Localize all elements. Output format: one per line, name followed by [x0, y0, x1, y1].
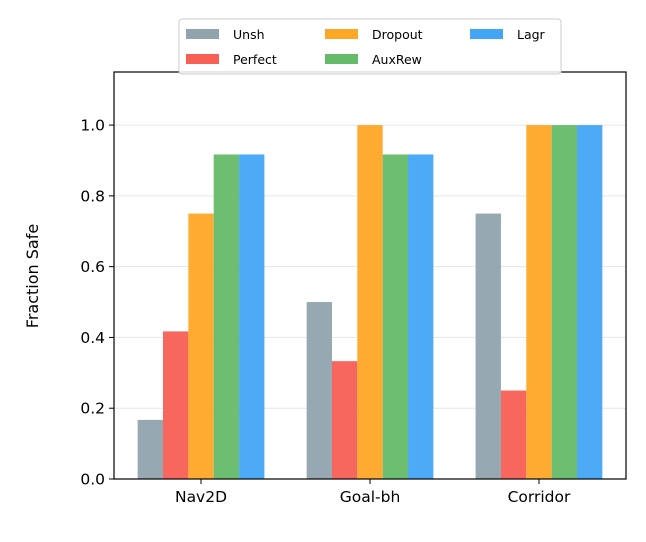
legend-label-lagr: Lagr	[517, 27, 546, 42]
bar-lagr-goal-bh	[408, 154, 434, 480]
bar-auxrew-goal-bh	[382, 154, 409, 480]
legend: Unsh Perfect Dropout AuxRew Lagr	[178, 18, 562, 75]
bar-perfect-corridor	[500, 390, 527, 479]
legend-swatch-perfect	[186, 54, 219, 64]
legend-label-auxrew: AuxRew	[372, 52, 422, 67]
bar-unsh-goal-bh	[306, 302, 332, 479]
legend-label-unsh: Unsh	[233, 27, 265, 42]
bar-lagr-nav2d	[239, 154, 265, 480]
legend-swatch-auxrew	[325, 54, 358, 64]
y-tick-label: 0.2	[80, 400, 105, 418]
bar-perfect-goal-bh	[331, 361, 358, 479]
bar-dropout-goal-bh	[357, 125, 383, 479]
legend-label-perfect: Perfect	[233, 52, 277, 67]
bar-lagr-corridor	[576, 125, 603, 479]
y-axis-label: Fraction Safe	[23, 224, 42, 328]
y-tick-label: 0.8	[80, 187, 105, 205]
legend-label-dropout: Dropout	[372, 27, 423, 42]
x-tick-label: Nav2D	[175, 488, 227, 506]
legend-swatch-lagr	[470, 29, 503, 39]
bar-auxrew-corridor	[551, 125, 577, 479]
x-axis-ticks: Nav2D Goal-bh Corridor	[175, 479, 571, 506]
bar-dropout-nav2d	[188, 213, 214, 479]
bar-unsh-nav2d	[137, 419, 164, 479]
bars	[137, 125, 603, 480]
legend-swatch-unsh	[186, 29, 219, 39]
y-tick-label: 0.4	[80, 329, 105, 347]
legend-frame	[178, 18, 562, 75]
y-tick-label: 1.0	[80, 117, 105, 135]
legend-swatch-dropout	[325, 29, 358, 39]
bar-dropout-corridor	[526, 125, 552, 479]
bar-perfect-nav2d	[163, 331, 189, 479]
y-axis-ticks: 0.0 0.2 0.4 0.6 0.8 1.0	[80, 117, 114, 489]
bar-auxrew-nav2d	[213, 154, 240, 480]
bar-unsh-corridor	[475, 213, 501, 479]
y-tick-label: 0.0	[80, 471, 105, 489]
x-tick-label: Goal-bh	[340, 488, 401, 506]
x-tick-label: Corridor	[508, 488, 571, 506]
y-tick-label: 0.6	[80, 258, 105, 276]
